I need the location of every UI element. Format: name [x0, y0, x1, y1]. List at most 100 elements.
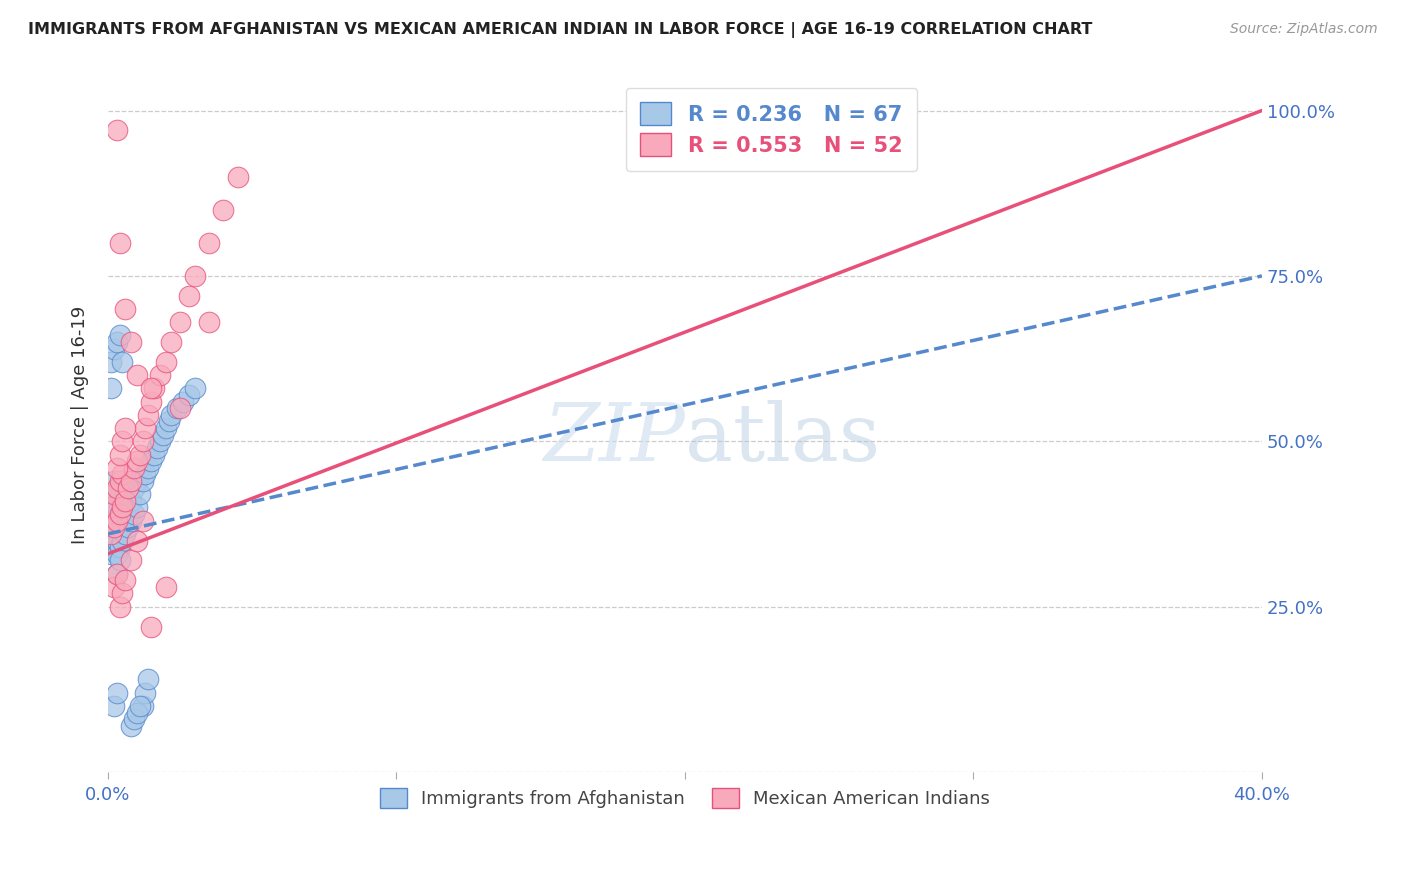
Point: [120, 514, 142, 528]
Point: [122, 507, 145, 521]
Y-axis label: In Labor Force | Age 16-19: In Labor Force | Age 16-19: [72, 306, 89, 544]
Point: [149, 434, 172, 449]
Point: [105, 514, 128, 528]
Point: [177, 289, 200, 303]
Text: atlas: atlas: [685, 400, 880, 477]
Point: [166, 401, 188, 416]
Point: [105, 500, 128, 515]
Text: Source: ZipAtlas.com: Source: ZipAtlas.com: [1230, 22, 1378, 37]
Point: [100, 500, 122, 515]
Point: [138, 460, 160, 475]
Point: [108, 507, 131, 521]
Point: [100, 355, 122, 369]
Point: [125, 706, 148, 720]
Point: [105, 533, 128, 548]
Point: [111, 514, 134, 528]
Point: [111, 500, 134, 515]
Point: [120, 553, 142, 567]
Point: [177, 388, 200, 402]
Point: [103, 474, 125, 488]
Point: [105, 487, 128, 501]
Point: [100, 547, 122, 561]
Point: [103, 507, 125, 521]
Point: [134, 686, 156, 700]
Point: [138, 408, 160, 422]
Point: [146, 441, 169, 455]
Point: [103, 487, 125, 501]
Point: [105, 566, 128, 581]
Point: [111, 586, 134, 600]
Point: [152, 427, 174, 442]
Point: [105, 481, 128, 495]
Point: [128, 448, 150, 462]
Point: [155, 355, 177, 369]
Point: [134, 421, 156, 435]
Point: [108, 448, 131, 462]
Point: [120, 719, 142, 733]
Point: [120, 334, 142, 349]
Point: [103, 520, 125, 534]
Point: [160, 408, 183, 422]
Point: [105, 686, 128, 700]
Point: [125, 500, 148, 515]
Point: [108, 520, 131, 534]
Point: [114, 507, 136, 521]
Point: [103, 540, 125, 554]
Point: [108, 474, 131, 488]
Point: [131, 698, 153, 713]
Point: [103, 342, 125, 356]
Point: [149, 368, 172, 383]
Point: [111, 434, 134, 449]
Point: [108, 553, 131, 567]
Point: [212, 202, 235, 217]
Point: [141, 394, 163, 409]
Point: [125, 368, 148, 383]
Point: [120, 474, 142, 488]
Point: [134, 467, 156, 482]
Point: [131, 514, 153, 528]
Point: [122, 481, 145, 495]
Point: [117, 481, 139, 495]
Point: [125, 533, 148, 548]
Point: [111, 533, 134, 548]
Point: [103, 520, 125, 534]
Point: [183, 381, 205, 395]
Point: [226, 169, 249, 184]
Point: [131, 474, 153, 488]
Point: [143, 448, 166, 462]
Point: [141, 381, 163, 395]
Point: [198, 235, 221, 250]
Point: [100, 527, 122, 541]
Point: [114, 573, 136, 587]
Point: [105, 334, 128, 349]
Point: [128, 487, 150, 501]
Legend: Immigrants from Afghanistan, Mexican American Indians: Immigrants from Afghanistan, Mexican Ame…: [373, 780, 997, 815]
Point: [141, 454, 163, 468]
Text: ZIP: ZIP: [543, 400, 685, 477]
Point: [155, 580, 177, 594]
Point: [183, 268, 205, 283]
Point: [141, 619, 163, 633]
Point: [169, 401, 191, 416]
Point: [114, 527, 136, 541]
Point: [108, 235, 131, 250]
Point: [105, 460, 128, 475]
Point: [172, 394, 194, 409]
Point: [125, 474, 148, 488]
Point: [103, 487, 125, 501]
Point: [108, 507, 131, 521]
Point: [131, 434, 153, 449]
Point: [114, 421, 136, 435]
Point: [160, 334, 183, 349]
Point: [111, 355, 134, 369]
Point: [100, 514, 122, 528]
Point: [108, 487, 131, 501]
Point: [111, 467, 134, 482]
Point: [114, 487, 136, 501]
Point: [125, 454, 148, 468]
Point: [114, 493, 136, 508]
Point: [105, 533, 128, 548]
Point: [122, 460, 145, 475]
Point: [120, 493, 142, 508]
Point: [111, 474, 134, 488]
